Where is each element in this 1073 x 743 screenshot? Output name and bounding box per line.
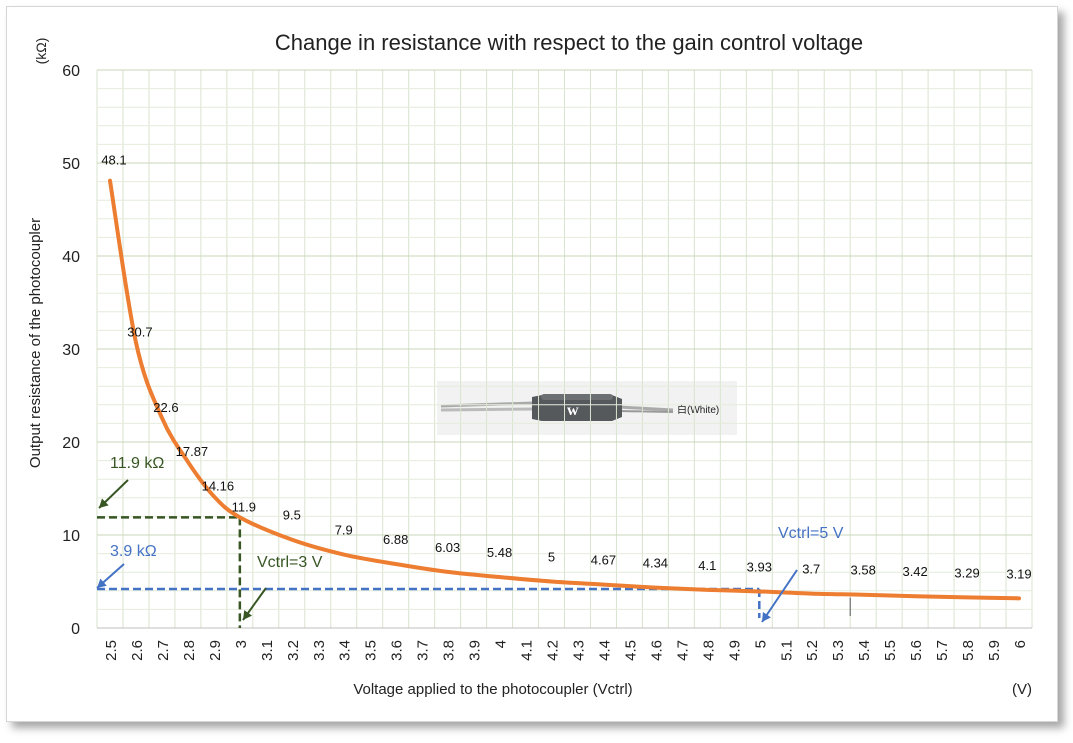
data-label: 3.29 bbox=[954, 565, 979, 580]
data-label: 30.7 bbox=[127, 324, 152, 339]
data-label: 5 bbox=[548, 550, 555, 565]
x-tick-label: 5.2 bbox=[804, 640, 821, 661]
data-label: 17.87 bbox=[176, 444, 209, 459]
x-tick-label: 4 bbox=[493, 640, 510, 648]
y-unit: (kΩ) bbox=[33, 38, 49, 65]
y-tick-label: 20 bbox=[62, 435, 80, 452]
x-tick-label: 5.7 bbox=[934, 640, 951, 661]
data-label: 9.5 bbox=[283, 508, 301, 523]
x-ticks: 2.5 2.6 2.7 2.8 2.9 3 3.1 3.2 3.3 3.4 3.5 3.6 3.7 3.8… bbox=[103, 640, 1029, 661]
data-label: 4.67 bbox=[591, 553, 616, 568]
x-tick-label: 2.8 bbox=[181, 640, 198, 661]
data-label: 11.9 bbox=[232, 499, 256, 514]
x-tick-label: 3.4 bbox=[337, 640, 354, 661]
x-tick-label: 5.6 bbox=[908, 640, 925, 661]
x-tick-label: 5.1 bbox=[778, 640, 795, 661]
y-tick-label: 30 bbox=[62, 342, 80, 359]
data-label: 3.19 bbox=[1006, 566, 1031, 581]
x-tick-label: 2.5 bbox=[103, 640, 120, 661]
data-labels: 48.1 30.7 22.6 17.87 14.16 11.9 9.5 7.9 6.88 6.03… bbox=[101, 153, 1031, 582]
x-tick-label: 3.2 bbox=[285, 640, 302, 661]
annotation-3-9-kohm: 3.9 kΩ bbox=[110, 543, 157, 560]
x-tick-label: 4.2 bbox=[545, 640, 562, 661]
x-tick-label: 3.3 bbox=[311, 640, 328, 661]
x-tick-label: 3.8 bbox=[441, 640, 458, 661]
x-tick-label: 5.9 bbox=[986, 640, 1003, 661]
data-label: 3.93 bbox=[747, 559, 772, 574]
x-tick-label: 3.5 bbox=[363, 640, 380, 661]
inset-label: 白(White) bbox=[677, 403, 719, 416]
data-label: 4.1 bbox=[698, 558, 716, 573]
svg-text:w: w bbox=[567, 402, 579, 419]
data-label: 6.88 bbox=[383, 532, 408, 547]
x-tick-label: 3.1 bbox=[259, 640, 276, 661]
annotation-vctrl-3v: Vctrl=3 V bbox=[257, 554, 323, 571]
annotation-vctrl-5v: Vctrl=5 V bbox=[778, 525, 844, 542]
x-tick-label: 4.8 bbox=[700, 640, 717, 661]
arrow-vctrl-3v bbox=[242, 587, 267, 621]
data-label: 3.42 bbox=[902, 564, 927, 579]
arrow-11-9-kohm-head bbox=[99, 498, 109, 508]
x-tick-label: 3.9 bbox=[467, 640, 484, 661]
arrow-11-9-kohm bbox=[98, 479, 129, 509]
arrow-vctrl-3v-head bbox=[243, 610, 253, 620]
x-tick-label: 4.5 bbox=[622, 640, 639, 661]
data-label: 48.1 bbox=[101, 153, 126, 168]
x-tick-label: 6 bbox=[1012, 640, 1029, 648]
arrow-vctrl-5v-head bbox=[762, 612, 771, 622]
annotations: 11.9 kΩ Vctrl=3 V 3.9 kΩ Vctrl=5 V bbox=[96, 455, 851, 623]
series-line bbox=[107, 178, 1022, 601]
x-tick-label: 3.7 bbox=[415, 640, 432, 661]
chart-title: Change in resistance with respect to the… bbox=[275, 30, 863, 55]
x-tick-label: 2.7 bbox=[155, 640, 172, 661]
data-label: 22.6 bbox=[153, 400, 178, 415]
annotation-11-9-kohm: 11.9 kΩ bbox=[110, 455, 164, 472]
x-tick-label: 2.9 bbox=[207, 640, 224, 661]
data-label: 5.48 bbox=[487, 545, 512, 560]
x-axis-label: Voltage applied to the photocoupler (Vct… bbox=[353, 681, 632, 698]
x-tick-label: 5.4 bbox=[856, 640, 873, 661]
x-tick-label: 5.8 bbox=[960, 640, 977, 661]
data-label: 3.58 bbox=[851, 563, 876, 578]
grid bbox=[96, 69, 1033, 629]
x-tick-label: 3.6 bbox=[389, 640, 406, 661]
y-axis-label: Output resistance of the photocoupler bbox=[27, 218, 44, 468]
x-tick-label: 2.6 bbox=[129, 640, 146, 661]
data-label: 3.7 bbox=[802, 562, 820, 577]
y-tick-label: 40 bbox=[62, 249, 80, 266]
arrow-3-9-kohm-head bbox=[97, 578, 107, 588]
arrow-vctrl-5v bbox=[761, 569, 798, 623]
x-tick-label: 5.5 bbox=[882, 640, 899, 661]
arrow-3-9-kohm bbox=[96, 563, 125, 589]
x-unit: (V) bbox=[1012, 681, 1032, 698]
y-tick-label: 60 bbox=[62, 63, 80, 80]
data-label: 14.16 bbox=[202, 478, 235, 493]
data-label: 4.34 bbox=[643, 556, 668, 571]
y-tick-label: 10 bbox=[62, 528, 80, 545]
y-ticks: 0 10 20 30 40 50 60 bbox=[62, 63, 80, 638]
guide-lines bbox=[97, 516, 761, 628]
data-label: 6.03 bbox=[435, 540, 460, 555]
x-tick-label: 3 bbox=[233, 640, 250, 648]
x-tick-label: 4.4 bbox=[596, 640, 613, 661]
y-tick-label: 0 bbox=[71, 621, 80, 638]
y-tick-label: 50 bbox=[62, 156, 80, 173]
x-tick-label: 5 bbox=[752, 640, 769, 648]
x-tick-label: 4.1 bbox=[519, 640, 536, 661]
arrow-vctrl-5v-shaft bbox=[761, 569, 798, 623]
x-tick-label: 4.6 bbox=[648, 640, 665, 661]
x-tick-label: 4.9 bbox=[726, 640, 743, 661]
x-tick-label: 4.7 bbox=[674, 640, 691, 661]
x-tick-label: 5.3 bbox=[830, 640, 847, 661]
data-label: 7.9 bbox=[335, 523, 353, 538]
x-tick-label: 4.3 bbox=[570, 640, 587, 661]
